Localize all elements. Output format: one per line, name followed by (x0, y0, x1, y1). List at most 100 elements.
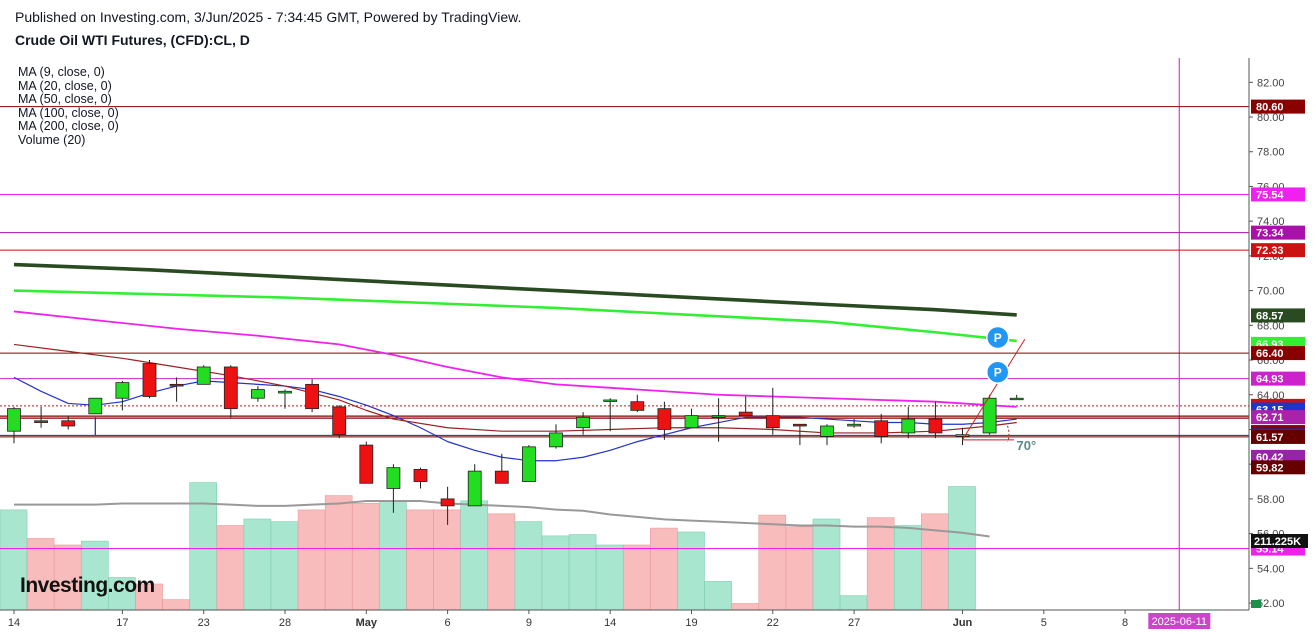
level-label: 72.33 (1256, 245, 1284, 257)
volume-bar (731, 603, 760, 611)
x-tick-label: 14 (604, 617, 616, 629)
x-tick-label: 22 (767, 617, 779, 629)
x-tick-label: 27 (848, 617, 860, 629)
candle-body (657, 408, 672, 430)
candle-body (278, 390, 292, 394)
published-caption: Published on Investing.com, 3/Jun/2025 -… (15, 9, 522, 25)
volume-bar (758, 514, 787, 611)
volume-bar (595, 544, 624, 611)
y-tick-label: 78.00 (1257, 147, 1285, 159)
volume-bar (270, 521, 299, 611)
candle-body (88, 397, 103, 415)
candle-body (820, 425, 834, 437)
volume-bar (785, 526, 814, 611)
level-label: 66.40 (1256, 348, 1284, 360)
pivot-marker-label: P (994, 366, 1002, 380)
candle-body (7, 408, 21, 432)
volume-bar (189, 482, 217, 611)
level-label-box (1251, 308, 1305, 323)
legend-ma100: MA (100, close, 0) (18, 105, 119, 120)
level-label: 64.93 (1256, 374, 1284, 386)
candle-body (576, 416, 590, 429)
legend-volume: Volume (20) (18, 132, 86, 147)
volume-bar (243, 518, 272, 611)
volume-bar (135, 583, 163, 611)
axis-layer: 82.0080.0078.0076.0074.0072.0070.0068.00… (0, 58, 1308, 629)
x-tick-label: 9 (526, 617, 532, 629)
y-tick-label: 52.00 (1257, 598, 1285, 610)
level-label-box (1251, 429, 1305, 444)
candle-body (494, 470, 509, 484)
candle-body (142, 363, 157, 397)
candle-body (847, 423, 861, 427)
level-label-box (1251, 346, 1305, 361)
candle-body (169, 383, 184, 387)
candle-body (982, 397, 997, 434)
volume-bar (812, 518, 841, 611)
x-tick-label: 6 (445, 617, 451, 629)
volume-bar (921, 513, 949, 611)
level-label: 80.60 (1256, 102, 1284, 114)
level-label-box (1251, 225, 1305, 240)
volume-bar (324, 495, 353, 611)
volume-bar (297, 509, 326, 611)
pivot-marker (985, 360, 1010, 384)
pivot-marker-label: P (994, 331, 1002, 345)
level-label: 59.82 (1256, 462, 1284, 474)
volume-bar (487, 513, 516, 611)
volume-bar (650, 527, 678, 611)
x-tick-label: 17 (116, 617, 128, 629)
candle-body (386, 467, 401, 489)
chart-title: Crude Oil WTI Futures, (CFD):CL, D (15, 32, 250, 48)
candle-body (413, 468, 428, 482)
candle-body (603, 399, 618, 402)
candles-layer (7, 360, 1024, 525)
pivot-marker (985, 325, 1010, 350)
y-tick-label: 70.00 (1257, 286, 1285, 298)
volume-bar (162, 599, 190, 611)
level-label: 61.57 (1256, 432, 1284, 444)
angle-arc (1007, 425, 1010, 443)
candle-body (250, 389, 265, 399)
volume-bar (866, 517, 895, 611)
volume-bar (216, 525, 245, 611)
drawings-layer: 70° P P (962, 325, 1037, 453)
legend-ma50: MA (50, close, 0) (18, 92, 112, 107)
legend-ma9: MA (9, close, 0) (18, 65, 105, 79)
date-marker-label: 2025-06-11 (1152, 616, 1207, 628)
legend-ma200: MA (200, close, 0) (18, 119, 119, 134)
volume-label: 211.225K (1254, 536, 1301, 548)
candle-body (738, 411, 753, 416)
level-label-box (1251, 99, 1305, 114)
candle-body (223, 366, 238, 410)
level-label-box (1251, 243, 1305, 258)
candle-body (522, 446, 536, 482)
x-tick-label: 23 (198, 617, 210, 629)
level-lines-layer (0, 106, 1249, 550)
candle-body (955, 434, 970, 437)
x-tick-label: 5 (1041, 617, 1047, 629)
level-label: 62.71 (1256, 412, 1284, 424)
candle-body (440, 498, 455, 507)
volume-bar (677, 531, 705, 611)
x-tick-label: 19 (685, 617, 697, 629)
y-tick-label: 54.00 (1257, 563, 1285, 575)
volume-last-marker (1251, 600, 1261, 608)
level-label: 75.54 (1256, 189, 1284, 201)
candle-body (549, 432, 563, 448)
candle-body (196, 366, 211, 385)
level-label: 68.57 (1256, 310, 1284, 322)
volume-bar (839, 595, 868, 611)
x-tick-label: 14 (8, 617, 20, 629)
volume-bar (351, 503, 380, 611)
volume-bar (514, 521, 543, 611)
y-tick-label: 74.00 (1257, 216, 1285, 228)
investing-logo: Investing.com (20, 574, 155, 597)
volume-bar (893, 525, 922, 611)
candle-body (115, 382, 130, 399)
candle-body (61, 420, 76, 427)
y-tick-label: 68.00 (1257, 320, 1285, 332)
angle-label: 70° (1017, 438, 1037, 453)
x-tick-label: 28 (279, 617, 291, 629)
